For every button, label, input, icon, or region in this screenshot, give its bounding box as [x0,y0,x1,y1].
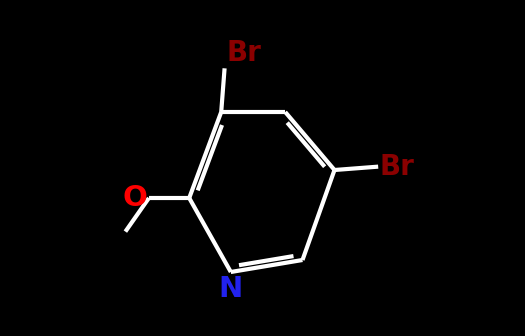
Text: O: O [122,184,147,212]
Text: N: N [219,276,243,303]
Text: Br: Br [226,39,261,67]
Text: Br: Br [380,153,415,181]
